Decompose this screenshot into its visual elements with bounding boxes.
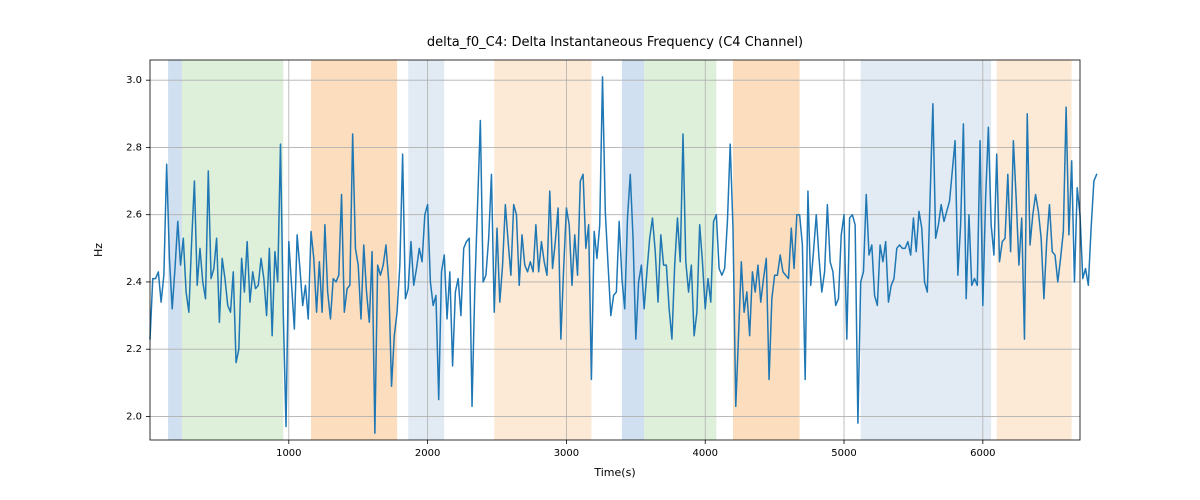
y-axis-label: Hz: [92, 243, 105, 257]
svg-text:2.8: 2.8: [126, 142, 142, 153]
svg-text:2000: 2000: [415, 448, 440, 459]
svg-text:6000: 6000: [970, 448, 995, 459]
svg-text:1000: 1000: [276, 448, 301, 459]
svg-text:5000: 5000: [831, 448, 856, 459]
svg-text:2.6: 2.6: [126, 210, 142, 221]
svg-text:3000: 3000: [554, 448, 579, 459]
chart-title: delta_f0_C4: Delta Instantaneous Frequen…: [427, 35, 803, 50]
svg-text:2.2: 2.2: [126, 344, 142, 355]
chart-container: 1000 2000 3000 4000 5000 6000 2.0 2.2 2.4 2.6 2.8 3…: [0, 0, 1200, 500]
svg-text:4000: 4000: [692, 448, 717, 459]
svg-text:2.0: 2.0: [126, 411, 142, 422]
svg-text:3.0: 3.0: [126, 75, 142, 86]
svg-text:2.4: 2.4: [126, 277, 142, 288]
x-axis-label: Time(s): [593, 466, 635, 479]
chart-svg: 1000 2000 3000 4000 5000 6000 2.0 2.2 2.4 2.6 2.8 3…: [0, 0, 1200, 500]
